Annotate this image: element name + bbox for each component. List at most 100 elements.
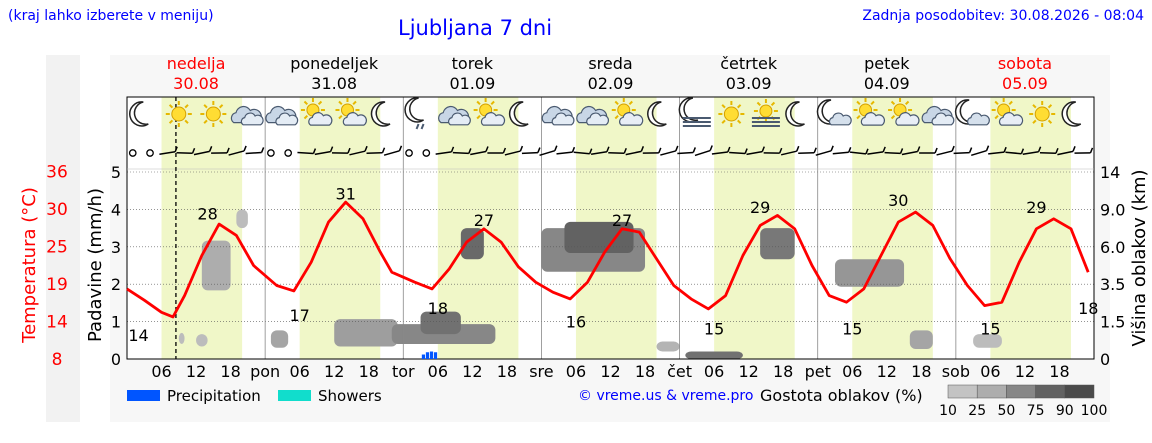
cloud-block bbox=[760, 228, 795, 260]
cloud-block bbox=[196, 334, 208, 347]
precip-axis-title: Padavine (mm/h) bbox=[85, 188, 106, 342]
cloud-density-title: Gostota oblakov (%) bbox=[760, 386, 923, 405]
moon-icon bbox=[647, 101, 667, 127]
cloud-block bbox=[909, 330, 933, 350]
cloudy-icon bbox=[576, 105, 610, 126]
x-tick-label: 12 bbox=[600, 362, 620, 381]
wind-barb-icon bbox=[159, 146, 178, 155]
precipitation-legend-label: Precipitation bbox=[167, 387, 261, 405]
cloud-block bbox=[656, 341, 680, 352]
temperature-label: 27 bbox=[612, 211, 632, 230]
x-tick-label: 12 bbox=[186, 362, 206, 381]
cloud-density-level: 50 bbox=[997, 403, 1015, 419]
daytime-band bbox=[161, 97, 243, 359]
wind-barb-icon bbox=[988, 146, 1007, 155]
legend-band bbox=[110, 380, 1110, 422]
cloud-block bbox=[270, 330, 289, 348]
wind-barb-icon bbox=[832, 147, 852, 155]
temp-tick-label: 25 bbox=[46, 238, 68, 258]
x-tick-label: 12 bbox=[877, 362, 897, 381]
plot-border bbox=[126, 96, 1095, 360]
calm-wind-icon bbox=[267, 149, 275, 157]
moon-cloud-icon bbox=[816, 99, 852, 126]
x-tick-label: 06 bbox=[566, 362, 586, 381]
temperature-label: 28 bbox=[197, 204, 217, 223]
location-hint: (kraj lahko izberete v meniju) bbox=[8, 8, 214, 24]
temperature-label: 15 bbox=[980, 319, 1000, 338]
moon-icon bbox=[508, 101, 529, 127]
x-tick-label: 06 bbox=[704, 362, 724, 381]
x-tick-label: 12 bbox=[1015, 362, 1035, 381]
wind-barb-icon bbox=[383, 145, 403, 156]
cloud-height-tick-label: 1.5 bbox=[1100, 313, 1125, 332]
wind-barb-icon bbox=[487, 147, 507, 154]
wind-barb-icon bbox=[314, 146, 334, 156]
wind-barb-icon bbox=[711, 146, 731, 155]
wind-barb-icon bbox=[366, 147, 386, 155]
cloud-height-tick-label: 14 bbox=[1100, 163, 1120, 182]
temperature-label: 27 bbox=[474, 211, 494, 230]
partly-cloudy-icon bbox=[473, 98, 506, 126]
x-tick-label: 18 bbox=[911, 362, 931, 381]
wind-barb-icon bbox=[556, 146, 576, 155]
temperature-label: 15 bbox=[842, 319, 862, 338]
wind-barb-icon bbox=[608, 148, 627, 155]
page-title: Ljubljana 7 dni bbox=[398, 16, 553, 40]
calm-wind-icon bbox=[422, 149, 431, 157]
cloud-height-tick-label: 0 bbox=[1100, 350, 1110, 369]
cloud-density-level: 10 bbox=[939, 403, 957, 419]
wind-barb-icon bbox=[176, 148, 196, 155]
moon-fog-icon bbox=[678, 97, 711, 127]
day-name: nedelja bbox=[167, 54, 226, 73]
wind-barb-icon bbox=[470, 146, 489, 156]
credit-link[interactable]: © vreme.us & vreme.pro bbox=[578, 388, 754, 404]
wind-barb-icon bbox=[953, 147, 973, 155]
wind-barb-icon bbox=[1005, 148, 1025, 155]
day-date: 05.09 bbox=[1002, 74, 1048, 93]
cloud-layer bbox=[178, 209, 1002, 359]
day-date: 02.09 bbox=[588, 74, 634, 93]
day-date: 04.09 bbox=[864, 74, 910, 93]
wind-barb-icon bbox=[1039, 148, 1059, 155]
cloud-density-swatch bbox=[1035, 384, 1066, 399]
calm-wind-icon bbox=[146, 149, 154, 157]
wind-barb-icon bbox=[763, 147, 783, 154]
cloud-height-tick-label: 3.5 bbox=[1100, 275, 1125, 294]
partly-cloudy-icon bbox=[611, 98, 644, 126]
day-name: četrtek bbox=[720, 54, 778, 73]
temp-tick-label: 14 bbox=[46, 313, 68, 333]
last-updated: Zadnja posodobitev: 30.08.2026 - 08:04 bbox=[862, 8, 1144, 24]
precipitation-bar bbox=[421, 354, 426, 359]
cloud-block bbox=[460, 228, 484, 260]
wind-barb-icon bbox=[625, 146, 645, 156]
precipitation-swatch bbox=[127, 390, 160, 401]
wind-barb-icon bbox=[211, 147, 230, 154]
cloudy-icon bbox=[438, 105, 471, 126]
temperature-label: 18 bbox=[1078, 299, 1098, 318]
x-tick-label: 06 bbox=[842, 362, 862, 381]
sun-icon bbox=[1029, 101, 1056, 127]
x-tick-label: 18 bbox=[1049, 362, 1069, 381]
day-name: petek bbox=[864, 54, 910, 73]
precipitation-bar bbox=[425, 352, 430, 359]
cloud-density-swatch bbox=[1006, 384, 1036, 399]
calm-wind-icon bbox=[405, 149, 413, 157]
day-date: 01.09 bbox=[449, 74, 495, 93]
day-name: ponedeljek bbox=[290, 54, 379, 73]
precip-tick-label: 0 bbox=[111, 350, 121, 369]
wind-barb-icon bbox=[1022, 146, 1042, 155]
wind-barb-icon bbox=[746, 146, 765, 156]
x-tick-label: sob bbox=[942, 362, 970, 381]
moon-icon bbox=[129, 101, 149, 127]
wind-barb-icon bbox=[901, 146, 921, 156]
cloud-height-tick-label: 9.0 bbox=[1100, 200, 1125, 219]
precip-tick-label: 3 bbox=[111, 238, 121, 257]
cloud-block bbox=[236, 209, 248, 229]
cloud-density-level: 25 bbox=[968, 403, 986, 419]
cloudy-icon bbox=[921, 105, 955, 126]
x-tick-label: čet bbox=[667, 362, 692, 381]
x-tick-label: 06 bbox=[980, 362, 1000, 381]
precip-tick-label: 4 bbox=[111, 200, 121, 219]
wind-barb-icon bbox=[193, 146, 213, 156]
x-tick-label: 18 bbox=[635, 362, 655, 381]
